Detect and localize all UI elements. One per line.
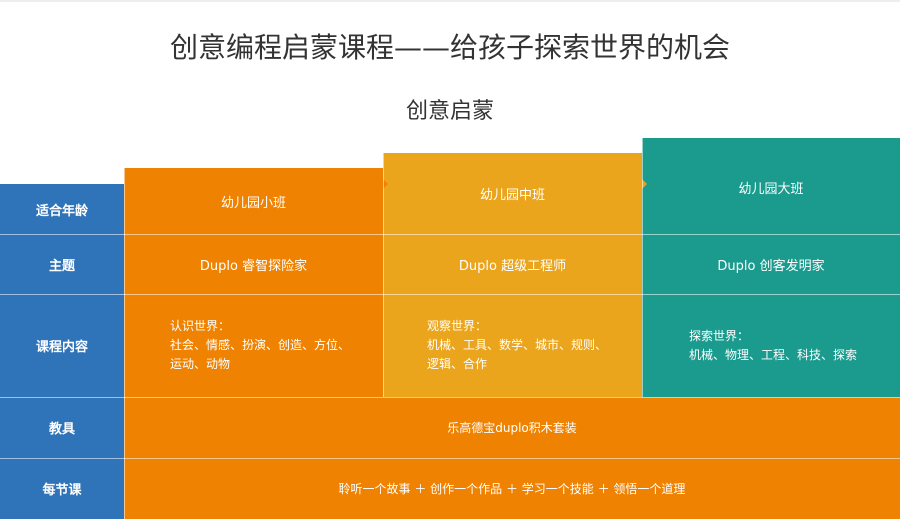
age-middle-class: 幼儿园中班 bbox=[479, 188, 545, 203]
page-subtitle: 创意启蒙 bbox=[405, 99, 494, 124]
content-line2-small-class: 运动、动物 bbox=[170, 357, 231, 371]
row-header-theme: 主题 bbox=[0, 234, 124, 294]
grid-line-v3 bbox=[642, 138, 643, 397]
row-header-content-label: 课程内容 bbox=[35, 340, 88, 355]
page-title: 创意编程启蒙课程——给孩子探索世界的机会 bbox=[169, 31, 730, 64]
row-header-age: 适合年龄 bbox=[0, 184, 124, 234]
row-header-tools: 教具 bbox=[0, 397, 124, 458]
content-cell-small-class: 认识世界： 社会、情感、扮演、创造、方位、 运动、动物 bbox=[124, 294, 383, 397]
age-cell-large-class: 幼儿园大班 bbox=[642, 138, 900, 234]
tools-value: 乐高德宝duplo积木套装 bbox=[447, 421, 577, 435]
top-divider bbox=[0, 0, 900, 2]
grid-line-h1 bbox=[0, 234, 900, 235]
content-title-large-class: 探索世界： bbox=[689, 328, 750, 343]
step-notch-2 bbox=[642, 179, 647, 189]
row-header-tools-label: 教具 bbox=[48, 422, 75, 437]
content-line1-middle-class: 机械、工具、数学、城市、规则、 bbox=[427, 338, 608, 352]
theme-cell-middle-class: Duplo 超级工程师 bbox=[383, 234, 642, 294]
age-cell-middle-class: 幼儿园中班 bbox=[383, 153, 642, 234]
content-line2-middle-class: 逻辑、合作 bbox=[427, 357, 488, 371]
theme-cell-small-class: Duplo 睿智探险家 bbox=[124, 234, 383, 294]
grid-line-h2 bbox=[0, 294, 900, 295]
row-header-age-label: 适合年龄 bbox=[35, 203, 88, 219]
age-cell-small-class: 幼儿园小班 bbox=[124, 168, 383, 234]
content-title-middle-class: 观察世界： bbox=[427, 319, 488, 333]
theme-cell-large-class: Duplo 创客发明家 bbox=[642, 234, 900, 294]
row-header-theme-label: 主题 bbox=[48, 258, 75, 274]
content-cell-middle-class: 观察世界： 机械、工具、数学、城市、规则、 逻辑、合作 bbox=[383, 294, 642, 397]
theme-large-class: Duplo 创客发明家 bbox=[717, 258, 825, 274]
row-header-lesson: 每节课 bbox=[0, 458, 124, 519]
age-small-class: 幼儿园小班 bbox=[220, 195, 286, 211]
content-title-small-class: 认识世界： bbox=[170, 319, 231, 333]
row-header-lesson-label: 每节课 bbox=[42, 483, 82, 498]
content-cell-large-class: 探索世界： 机械、物理、工程、科技、探索 bbox=[642, 294, 900, 397]
theme-middle-class: Duplo 超级工程师 bbox=[458, 258, 567, 274]
row-header-content: 课程内容 bbox=[0, 294, 124, 397]
step-notch-1 bbox=[383, 179, 388, 189]
theme-small-class: Duplo 睿智探险家 bbox=[199, 258, 308, 274]
lesson-cell: 聆听一个故事 ＋ 创作一个作品 ＋ 学习一个技能 ＋ 领悟一个道理 bbox=[124, 458, 900, 519]
grid-line-h3 bbox=[0, 397, 900, 398]
lesson-value: 聆听一个故事 ＋ 创作一个作品 ＋ 学习一个技能 ＋ 领悟一个道理 bbox=[338, 482, 686, 496]
grid-line-h4 bbox=[0, 458, 900, 459]
age-large-class: 幼儿园大班 bbox=[738, 182, 804, 197]
content-line1-small-class: 社会、情感、扮演、创造、方位、 bbox=[170, 338, 351, 352]
content-line1-large-class: 机械、物理、工程、科技、探索 bbox=[689, 347, 858, 362]
grid-line-v2 bbox=[383, 153, 384, 397]
tools-cell: 乐高德宝duplo积木套装 bbox=[124, 397, 900, 458]
grid-line-v1 bbox=[124, 168, 125, 519]
